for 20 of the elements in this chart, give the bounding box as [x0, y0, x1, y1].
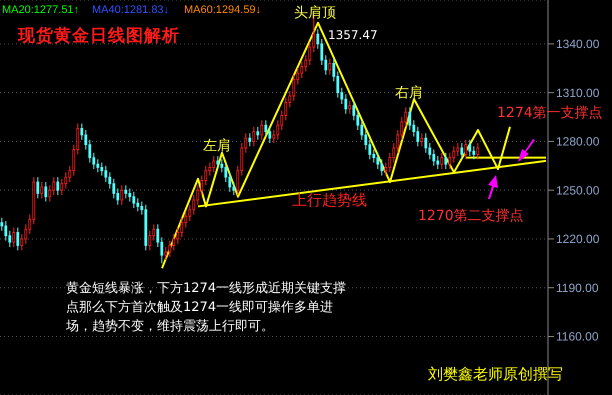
annotation: 左肩 [203, 137, 231, 156]
y-tick-label: 1250.00 [556, 183, 600, 198]
annotation: MA40:1281.83↓ [92, 3, 170, 18]
annotation: 1270第二支撑点 [418, 207, 524, 226]
annotation: 上行趋势线 [292, 190, 367, 211]
annotation: 右肩 [395, 84, 423, 103]
y-tick-label: 1190.00 [556, 280, 599, 295]
y-tick-label: 1310.00 [556, 86, 600, 100]
annotation: 刘樊鑫老师原创撰写 [428, 364, 563, 385]
y-tick-label: 1160.00 [556, 330, 599, 344]
annotation: 黄金短线暴涨，下方1274一线形成近期关键支撑点那么下方首次触及1274一线即可操作多单进场，趋势不变，维持震荡上行即可。 [66, 280, 348, 336]
annotation: MA60:1294.59↓ [184, 3, 262, 18]
y-tick-label: 1280.00 [556, 134, 600, 149]
annotation: 头肩顶 [294, 4, 336, 23]
y-tick-label: 1220.00 [556, 232, 600, 246]
annotation: 1357.47 [328, 27, 378, 44]
annotation: 1274第一支撑点 [497, 104, 603, 123]
text: 现货黄金日线图解析 [18, 25, 180, 47]
annotation: MA20:1277.51↑ [2, 3, 80, 18]
y-tick-label: 1340.00 [556, 37, 600, 52]
